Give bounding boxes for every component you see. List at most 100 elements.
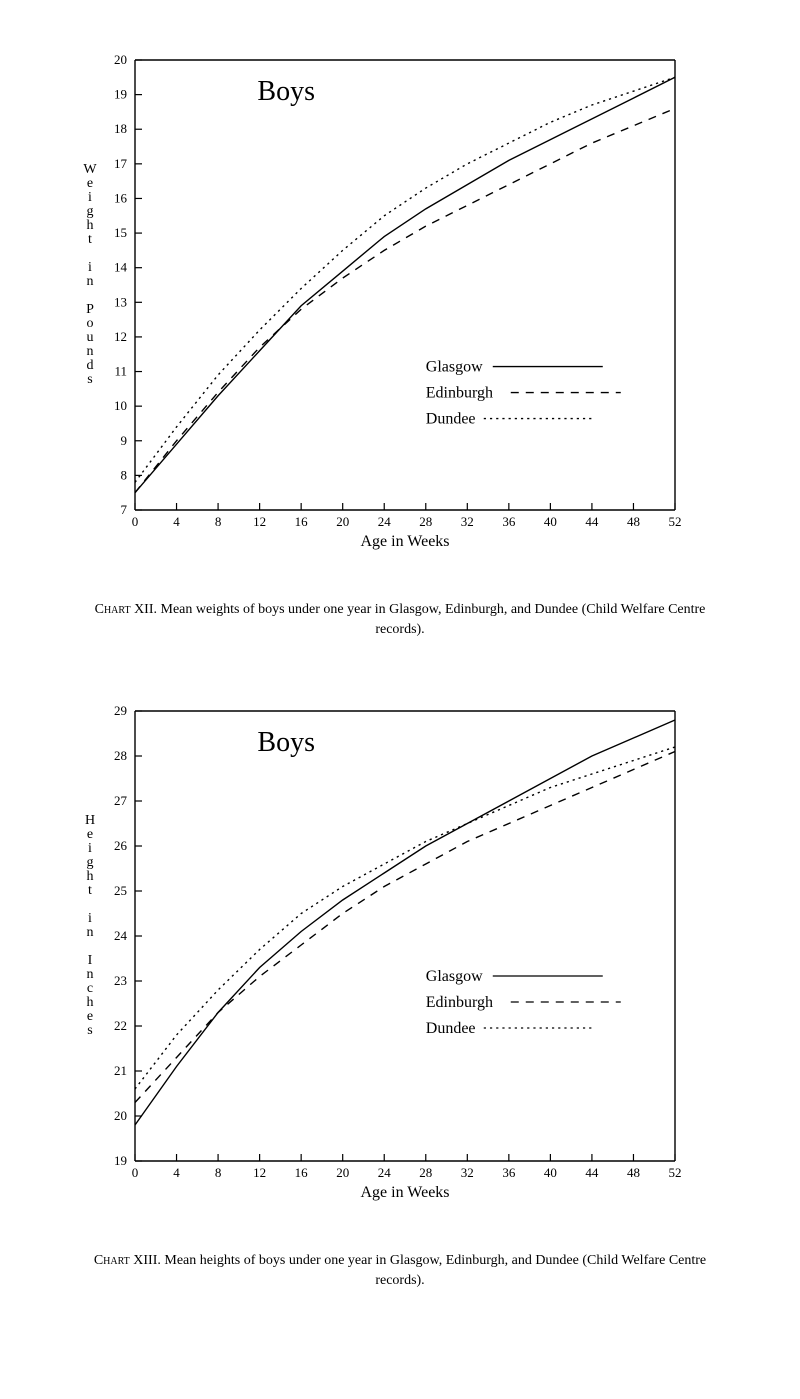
y-axis-label-char: e xyxy=(87,1009,93,1024)
caption-prefix: Chart XIII. xyxy=(94,1253,161,1268)
legend-label-edinburgh: Edinburgh xyxy=(426,994,493,1011)
series-glasgow xyxy=(135,720,675,1125)
y-axis-label-char: H xyxy=(85,813,95,828)
ytick-label: 22 xyxy=(114,1018,127,1033)
ytick-label: 21 xyxy=(114,1063,127,1078)
series-edinburgh xyxy=(135,751,675,1102)
xtick-label: 48 xyxy=(627,514,640,529)
xtick-label: 36 xyxy=(502,1165,516,1180)
legend-label-dundee: Dundee xyxy=(426,1020,476,1037)
legend-label-glasgow: Glasgow xyxy=(426,968,483,985)
y-axis-label-char: n xyxy=(87,925,94,940)
y-axis-label-char: e xyxy=(87,176,93,191)
y-axis-label-char: s xyxy=(87,1023,92,1038)
ytick-label: 29 xyxy=(114,703,127,718)
y-axis-label-char: h xyxy=(87,218,94,233)
y-axis-label-char: o xyxy=(87,316,94,331)
xtick-label: 8 xyxy=(215,1165,222,1180)
xtick-label: 4 xyxy=(173,1165,180,1180)
series-edinburgh xyxy=(135,108,675,492)
chart-height: 1920212223242526272829048121620242832364… xyxy=(40,681,760,1221)
y-axis-label-char: n xyxy=(87,967,94,982)
legend-label-dundee: Dundee xyxy=(426,411,476,428)
caption-text: Mean weights of boys under one year in G… xyxy=(161,602,706,637)
ytick-label: 25 xyxy=(114,883,127,898)
chart-weight-svg: 7891011121314151617181920048121620242832… xyxy=(40,30,700,570)
xtick-label: 40 xyxy=(544,514,557,529)
y-axis-label-char: i xyxy=(88,911,92,926)
series-dundee xyxy=(135,747,675,1089)
y-axis-label-char: t xyxy=(88,232,92,247)
xtick-label: 52 xyxy=(669,514,682,529)
caption-text: Mean heights of boys under one year in G… xyxy=(164,1253,706,1288)
ytick-label: 12 xyxy=(114,329,127,344)
xtick-label: 32 xyxy=(461,1165,474,1180)
xtick-label: 32 xyxy=(461,514,474,529)
xtick-label: 20 xyxy=(336,1165,349,1180)
y-axis-label-char: n xyxy=(87,274,94,289)
xtick-label: 28 xyxy=(419,1165,432,1180)
xtick-label: 36 xyxy=(502,514,516,529)
y-axis-label-char: h xyxy=(87,869,94,884)
y-axis-label-char: i xyxy=(88,841,92,856)
ytick-label: 24 xyxy=(114,928,128,943)
y-axis-label-char: g xyxy=(87,855,94,870)
y-axis-label-char: d xyxy=(87,358,94,373)
series-dundee xyxy=(135,77,675,482)
ytick-label: 13 xyxy=(114,294,127,309)
y-axis-label-char: u xyxy=(87,330,94,345)
chart-weight-caption: Chart XII. Mean weights of boys under on… xyxy=(80,600,720,641)
xtick-label: 4 xyxy=(173,514,180,529)
ytick-label: 14 xyxy=(114,260,128,275)
ytick-label: 20 xyxy=(114,52,127,67)
chart-title: Boys xyxy=(257,727,315,758)
y-axis-label-char: s xyxy=(87,372,92,387)
y-axis-label-char: P xyxy=(86,302,94,317)
y-axis-label-char: i xyxy=(88,260,92,275)
caption-prefix: Chart XII. xyxy=(95,602,157,617)
xtick-label: 16 xyxy=(295,1165,309,1180)
xtick-label: 44 xyxy=(585,514,599,529)
xtick-label: 16 xyxy=(295,514,309,529)
ytick-label: 8 xyxy=(121,467,128,482)
xtick-label: 0 xyxy=(132,514,139,529)
y-axis-label-char: h xyxy=(87,995,94,1010)
chart-weight: 7891011121314151617181920048121620242832… xyxy=(40,30,760,570)
chart-height-svg: 1920212223242526272829048121620242832364… xyxy=(40,681,700,1221)
ytick-label: 28 xyxy=(114,748,127,763)
chart-height-caption: Chart XIII. Mean heights of boys under o… xyxy=(80,1251,720,1292)
xtick-label: 44 xyxy=(585,1165,599,1180)
xtick-label: 8 xyxy=(215,514,222,529)
y-axis-label-char: I xyxy=(88,953,93,968)
xtick-label: 40 xyxy=(544,1165,557,1180)
ytick-label: 11 xyxy=(114,364,127,379)
ytick-label: 17 xyxy=(114,156,128,171)
x-axis-label: Age in Weeks xyxy=(360,1184,449,1201)
y-axis-label-char: i xyxy=(88,190,92,205)
series-glasgow xyxy=(135,77,675,492)
ytick-label: 18 xyxy=(114,121,127,136)
y-axis-label-char: W xyxy=(83,162,97,177)
xtick-label: 0 xyxy=(132,1165,139,1180)
ytick-label: 27 xyxy=(114,793,128,808)
xtick-label: 12 xyxy=(253,514,266,529)
ytick-label: 7 xyxy=(121,502,128,517)
ytick-label: 19 xyxy=(114,87,127,102)
ytick-label: 26 xyxy=(114,838,128,853)
y-axis-label-char: g xyxy=(87,204,94,219)
ytick-label: 20 xyxy=(114,1108,127,1123)
xtick-label: 24 xyxy=(378,1165,392,1180)
ytick-label: 19 xyxy=(114,1153,127,1168)
xtick-label: 52 xyxy=(669,1165,682,1180)
chart-title: Boys xyxy=(257,76,315,107)
ytick-label: 9 xyxy=(121,433,128,448)
y-axis-label-char: n xyxy=(87,344,94,359)
xtick-label: 20 xyxy=(336,514,349,529)
xtick-label: 48 xyxy=(627,1165,640,1180)
xtick-label: 12 xyxy=(253,1165,266,1180)
xtick-label: 24 xyxy=(378,514,392,529)
ytick-label: 15 xyxy=(114,225,127,240)
y-axis-label-char: e xyxy=(87,827,93,842)
y-axis-label-char: t xyxy=(88,883,92,898)
y-axis-label-char: c xyxy=(87,981,93,996)
